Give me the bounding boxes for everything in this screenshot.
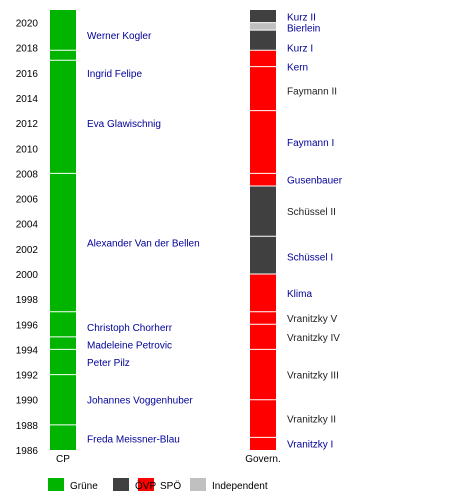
government-bar bbox=[250, 186, 276, 237]
chairperson-label[interactable]: Eva Glawischnig bbox=[87, 119, 161, 130]
government-label: Vranitzky V bbox=[287, 314, 338, 325]
chairperson-label[interactable]: Johannes Voggenhuber bbox=[87, 396, 193, 407]
chairperson-label[interactable]: Ingrid Felipe bbox=[87, 69, 142, 80]
chairperson-bar bbox=[50, 173, 76, 312]
chairperson-label[interactable]: Christoph Chorherr bbox=[87, 323, 173, 334]
legend: Grüne ÖVP SPÖ Independent bbox=[48, 478, 268, 492]
chairperson-bar bbox=[50, 374, 76, 425]
chairperson-label[interactable]: Peter Pilz bbox=[87, 358, 130, 369]
y-tick-label: 1994 bbox=[16, 345, 39, 356]
y-tick-label: 1990 bbox=[16, 396, 39, 407]
y-tick-label: 2002 bbox=[16, 245, 39, 256]
government-label[interactable]: Gusenbauer bbox=[287, 176, 343, 187]
government-label: Faymann II bbox=[287, 86, 337, 97]
y-tick-label: 2018 bbox=[16, 44, 39, 55]
chairperson-bar bbox=[50, 60, 76, 174]
chairperson-label[interactable]: Madeleine Petrovic bbox=[87, 340, 172, 351]
y-axis: 1986 1988 1990 1992 1994 1996 1998 2000 2002 2004… bbox=[16, 19, 39, 457]
chairperson-label[interactable]: Alexander Van der Bellen bbox=[87, 239, 200, 250]
y-tick-label: 2014 bbox=[16, 94, 39, 105]
legend-swatch bbox=[190, 478, 206, 491]
y-tick-label: 2012 bbox=[16, 119, 39, 130]
government-label[interactable]: Faymann I bbox=[287, 138, 334, 149]
chairperson-bar bbox=[50, 50, 76, 61]
y-tick-label: 2010 bbox=[16, 144, 39, 155]
chairperson-label[interactable]: Freda Meissner-Blau bbox=[87, 435, 180, 446]
y-tick-label: 2016 bbox=[16, 69, 39, 80]
government-label[interactable]: Klima bbox=[287, 289, 312, 300]
government-label[interactable]: Kern bbox=[287, 63, 308, 74]
y-tick-label: 2008 bbox=[16, 169, 39, 180]
y-tick-label: 2020 bbox=[16, 19, 39, 30]
y-tick-label: 1998 bbox=[16, 295, 39, 306]
government-label[interactable]: Schüssel I bbox=[287, 252, 333, 263]
government-bar bbox=[250, 66, 276, 111]
government-label: Vranitzky II bbox=[287, 415, 336, 426]
legend-label: Independent bbox=[212, 481, 268, 492]
government-label[interactable]: Bierlein bbox=[287, 24, 320, 35]
chairperson-label[interactable]: Werner Kogler bbox=[87, 31, 152, 42]
government-bar bbox=[250, 173, 276, 186]
chairperson-bar bbox=[50, 349, 76, 375]
government-bar bbox=[250, 30, 276, 51]
government-bar bbox=[250, 236, 276, 274]
government-bar bbox=[250, 349, 276, 400]
legend-swatch bbox=[48, 478, 64, 491]
y-tick-label: 1988 bbox=[16, 421, 39, 432]
government-bar bbox=[250, 311, 276, 325]
government-label[interactable]: Vranitzky I bbox=[287, 440, 333, 451]
government-label[interactable]: Kurz II bbox=[287, 12, 316, 23]
legend-label: SPÖ bbox=[160, 480, 181, 492]
y-tick-label: 1986 bbox=[16, 446, 39, 457]
y-tick-label: 2000 bbox=[16, 270, 39, 281]
chairperson-column: Freda Meissner-Blau Johannes Voggenhuber P… bbox=[50, 10, 200, 450]
government-label: Vranitzky III bbox=[287, 371, 339, 382]
y-tick-label: 1992 bbox=[16, 371, 39, 382]
y-tick-label: 2004 bbox=[16, 220, 39, 231]
government-bar bbox=[250, 50, 276, 67]
government-bar bbox=[250, 110, 276, 174]
y-tick-label: 1996 bbox=[16, 320, 39, 331]
column-labels: CP Govern. bbox=[56, 454, 281, 465]
government-bar bbox=[250, 437, 276, 450]
chairperson-bar bbox=[50, 311, 76, 337]
government-label[interactable]: Kurz I bbox=[287, 44, 313, 55]
government-bar bbox=[250, 399, 276, 438]
legend-swatch bbox=[138, 478, 154, 491]
legend-swatch bbox=[113, 478, 129, 491]
chairperson-bar bbox=[50, 424, 76, 450]
government-bar bbox=[250, 22, 276, 31]
column-label-government: Govern. bbox=[245, 454, 281, 465]
government-label: Schüssel II bbox=[287, 207, 336, 218]
chairperson-bar bbox=[50, 336, 76, 350]
legend-label: Grüne bbox=[70, 481, 98, 492]
government-bar bbox=[250, 274, 276, 312]
chairperson-bar bbox=[50, 10, 76, 51]
column-label-cp: CP bbox=[56, 454, 70, 465]
government-label: Vranitzky IV bbox=[287, 333, 340, 344]
y-tick-label: 2006 bbox=[16, 195, 39, 206]
government-column: Vranitzky I Vranitzky II Vranitzky III Vran… bbox=[250, 10, 343, 451]
legend-label: ÖVP bbox=[135, 480, 156, 492]
government-bar bbox=[250, 324, 276, 350]
government-bar bbox=[250, 10, 276, 23]
